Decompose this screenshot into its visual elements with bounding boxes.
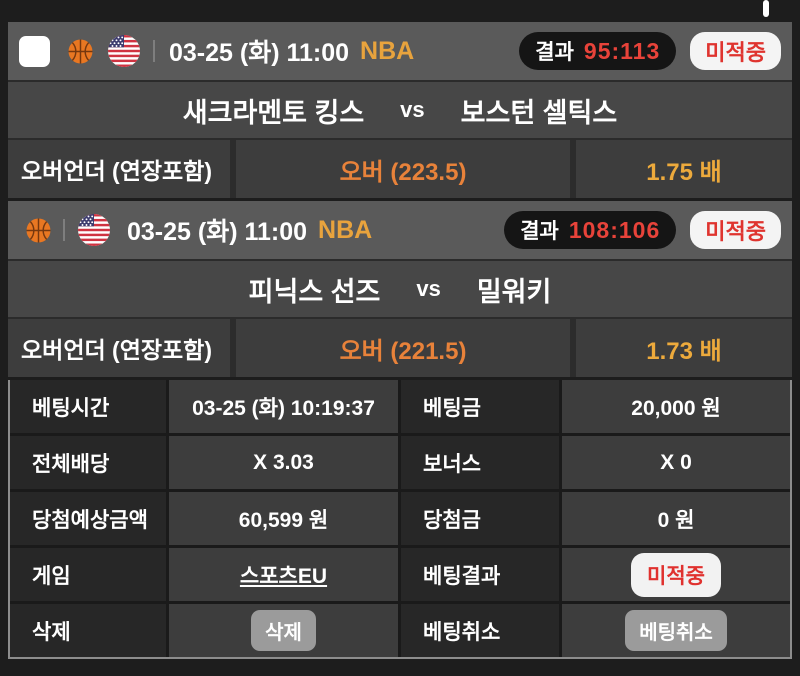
header-divider xyxy=(153,40,155,62)
away-team: 밀워키 xyxy=(476,276,552,307)
delete-button[interactable]: 삭제 xyxy=(251,610,316,651)
label-game: 게임 xyxy=(10,548,166,601)
status-badge: 미적중 xyxy=(690,32,781,70)
value-bet-time: 03-25 (화) 10:19:37 xyxy=(169,380,398,433)
label-delete: 삭제 xyxy=(10,604,166,657)
value-delete: 삭제 xyxy=(169,604,398,657)
value-bet-result: 미적중 xyxy=(562,548,790,601)
table-row-odds: 전체배당 X 3.03 보너스 X 0 xyxy=(10,436,790,489)
bet-market: 오버언더 (연장포함) xyxy=(8,140,236,198)
label-bet-result: 베팅결과 xyxy=(401,548,559,601)
us-flag-icon xyxy=(108,35,140,67)
matchup-title-2: 피닉스 선즈 vs 밀워키 xyxy=(8,259,792,317)
league-label: NBA xyxy=(318,215,373,244)
result-label: 결과 xyxy=(520,220,559,243)
value-bonus: X 0 xyxy=(562,436,790,489)
bet-history-panel: 03-25 (화) 11:00 NBA 결과 95:113 미적중 새크라멘토 … xyxy=(8,22,792,659)
league-label: NBA xyxy=(360,36,415,65)
game-card-1: 03-25 (화) 11:00 NBA 결과 95:113 미적중 새크라멘토 … xyxy=(8,22,792,198)
vs-label: vs xyxy=(400,97,425,122)
table-row-expected: 당첨예상금액 60,599 원 당첨금 0 원 xyxy=(10,492,790,545)
label-total-odds: 전체배당 xyxy=(10,436,166,489)
matchup-title-1: 새크라멘토 킹스 vs 보스턴 셀틱스 xyxy=(8,80,792,138)
game-card-2: 03-25 (화) 11:00 NBA 결과 108:106 미적중 피닉스 선… xyxy=(8,201,792,377)
label-win-amount: 당첨금 xyxy=(401,492,559,545)
label-bet-time: 베팅시간 xyxy=(10,380,166,433)
status-badge: 미적중 xyxy=(690,211,781,249)
bet-row-1: 오버언더 (연장포함) 오버 (223.5) 1.75 배 xyxy=(8,138,792,198)
result-pill: 결과 95:113 xyxy=(519,32,677,70)
result-label: 결과 xyxy=(535,41,574,64)
table-row-actions: 삭제 삭제 베팅취소 베팅취소 xyxy=(10,604,790,657)
scrollbar-thumb[interactable] xyxy=(763,0,769,17)
game-header-2: 03-25 (화) 11:00 NBA 결과 108:106 미적중 xyxy=(8,201,792,259)
value-cancel-bet: 베팅취소 xyxy=(562,604,790,657)
table-row-game: 게임 스포츠EU 베팅결과 미적중 xyxy=(10,548,790,601)
table-row-bet-time: 베팅시간 03-25 (화) 10:19:37 베팅금 20,000 원 xyxy=(10,380,790,433)
basketball-icon xyxy=(26,218,51,242)
home-team: 피닉스 선즈 xyxy=(248,276,381,307)
game-type-link[interactable]: 스포츠EU xyxy=(239,564,328,588)
result-score: 95:113 xyxy=(583,37,661,64)
home-team: 새크라멘토 킹스 xyxy=(182,97,365,128)
value-win-amount: 0 원 xyxy=(562,492,790,545)
away-team: 보스턴 셀틱스 xyxy=(460,97,618,128)
game-header-1: 03-25 (화) 11:00 NBA 결과 95:113 미적중 xyxy=(8,22,792,80)
bet-market: 오버언더 (연장포함) xyxy=(8,319,236,377)
label-bet-amount: 베팅금 xyxy=(401,380,559,433)
label-cancel-bet: 베팅취소 xyxy=(401,604,559,657)
basketball-icon xyxy=(68,39,93,63)
vs-label: vs xyxy=(416,276,441,301)
bet-pick: 오버 (223.5) xyxy=(236,140,576,198)
cancel-bet-button[interactable]: 베팅취소 xyxy=(625,610,727,651)
label-expected-win: 당첨예상금액 xyxy=(10,492,166,545)
bet-result-badge: 미적중 xyxy=(631,552,721,597)
value-total-odds: X 3.03 xyxy=(169,436,398,489)
bet-pick: 오버 (221.5) xyxy=(236,319,576,377)
us-flag-icon xyxy=(78,214,110,246)
game-datetime: 03-25 (화) 11:00 xyxy=(127,218,308,246)
header-divider xyxy=(63,219,65,241)
bet-odds: 1.75 배 xyxy=(646,158,722,186)
bet-row-2: 오버언더 (연장포함) 오버 (221.5) 1.73 배 xyxy=(8,317,792,377)
result-score: 108:106 xyxy=(568,216,661,243)
value-game: 스포츠EU xyxy=(169,548,398,601)
bet-odds: 1.73 배 xyxy=(646,337,722,365)
value-expected-win: 60,599 원 xyxy=(169,492,398,545)
label-bonus: 보너스 xyxy=(401,436,559,489)
game-datetime: 03-25 (화) 11:00 xyxy=(169,39,350,67)
result-pill: 결과 108:106 xyxy=(504,211,677,249)
bet-summary-table: 베팅시간 03-25 (화) 10:19:37 베팅금 20,000 원 전체배… xyxy=(8,380,792,659)
game-select-checkbox[interactable] xyxy=(19,35,50,67)
value-bet-amount: 20,000 원 xyxy=(562,380,790,433)
